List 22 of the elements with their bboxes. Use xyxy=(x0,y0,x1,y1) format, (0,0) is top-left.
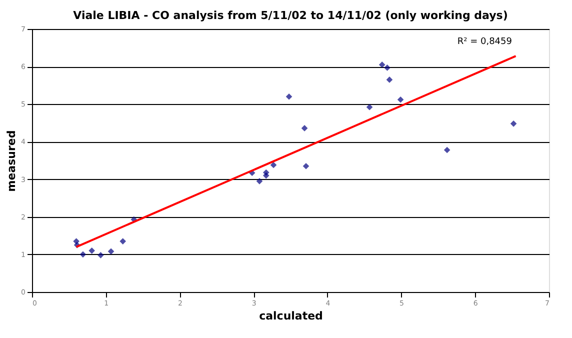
point xyxy=(108,248,114,255)
point xyxy=(444,146,450,154)
point xyxy=(256,178,263,184)
point xyxy=(270,162,277,168)
x-axis-title: calculated xyxy=(259,310,323,322)
point xyxy=(262,169,270,176)
point xyxy=(98,252,104,258)
annotation: R² = 0,8459 xyxy=(457,37,512,47)
point xyxy=(397,96,404,103)
point xyxy=(378,62,386,68)
point xyxy=(80,251,86,258)
point xyxy=(386,76,393,83)
point xyxy=(286,93,292,100)
y-axis-title: measured xyxy=(5,130,18,192)
point xyxy=(384,64,390,71)
point xyxy=(120,238,126,244)
point xyxy=(510,120,517,127)
point xyxy=(366,104,373,110)
point xyxy=(302,162,310,170)
chart-title: Viale LIBIA - CO analysis from 5/11/02 to 14/11/02 (only working days) xyxy=(73,9,508,22)
point xyxy=(301,125,308,132)
point xyxy=(88,248,95,254)
